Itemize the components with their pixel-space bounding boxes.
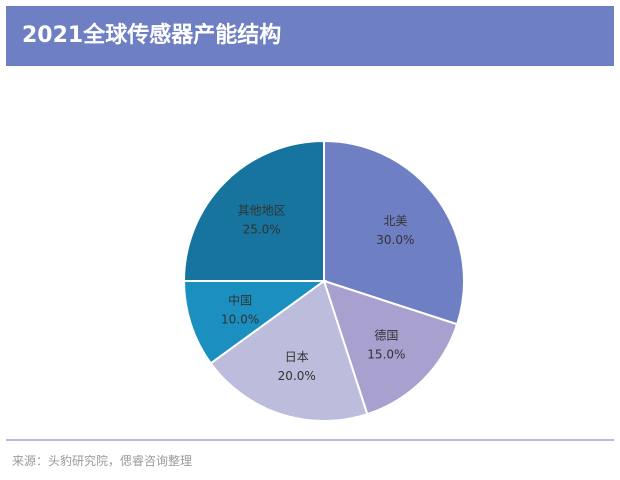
pie-slice-4 (182, 139, 325, 282)
slice-value-label-3: 10.0% (221, 312, 259, 326)
slice-category-label-2: 日本 (285, 350, 309, 364)
pie-slice-0 (323, 139, 465, 326)
pie-slice-3 (182, 280, 328, 365)
slice-value-label-1: 15.0% (367, 347, 405, 361)
footer-divider (6, 439, 614, 441)
slice-category-label-0: 北美 (383, 214, 407, 228)
chart-title: 2021全球传感器产能结构 (22, 23, 282, 48)
slice-category-label-1: 德国 (374, 327, 398, 342)
slice-category-label-4: 其他地区 (238, 204, 286, 218)
slice-value-label-0: 30.0% (376, 233, 414, 247)
slice-category-label-3: 中国 (228, 292, 252, 307)
pie-slice-2 (209, 279, 369, 422)
source-note: 来源：头豹研究院，偲睿咨询整理 (12, 454, 193, 468)
slice-value-label-4: 25.0% (243, 223, 281, 237)
title-bar: 2021全球传感器产能结构 (6, 6, 614, 66)
slice-value-label-2: 20.0% (278, 369, 316, 383)
